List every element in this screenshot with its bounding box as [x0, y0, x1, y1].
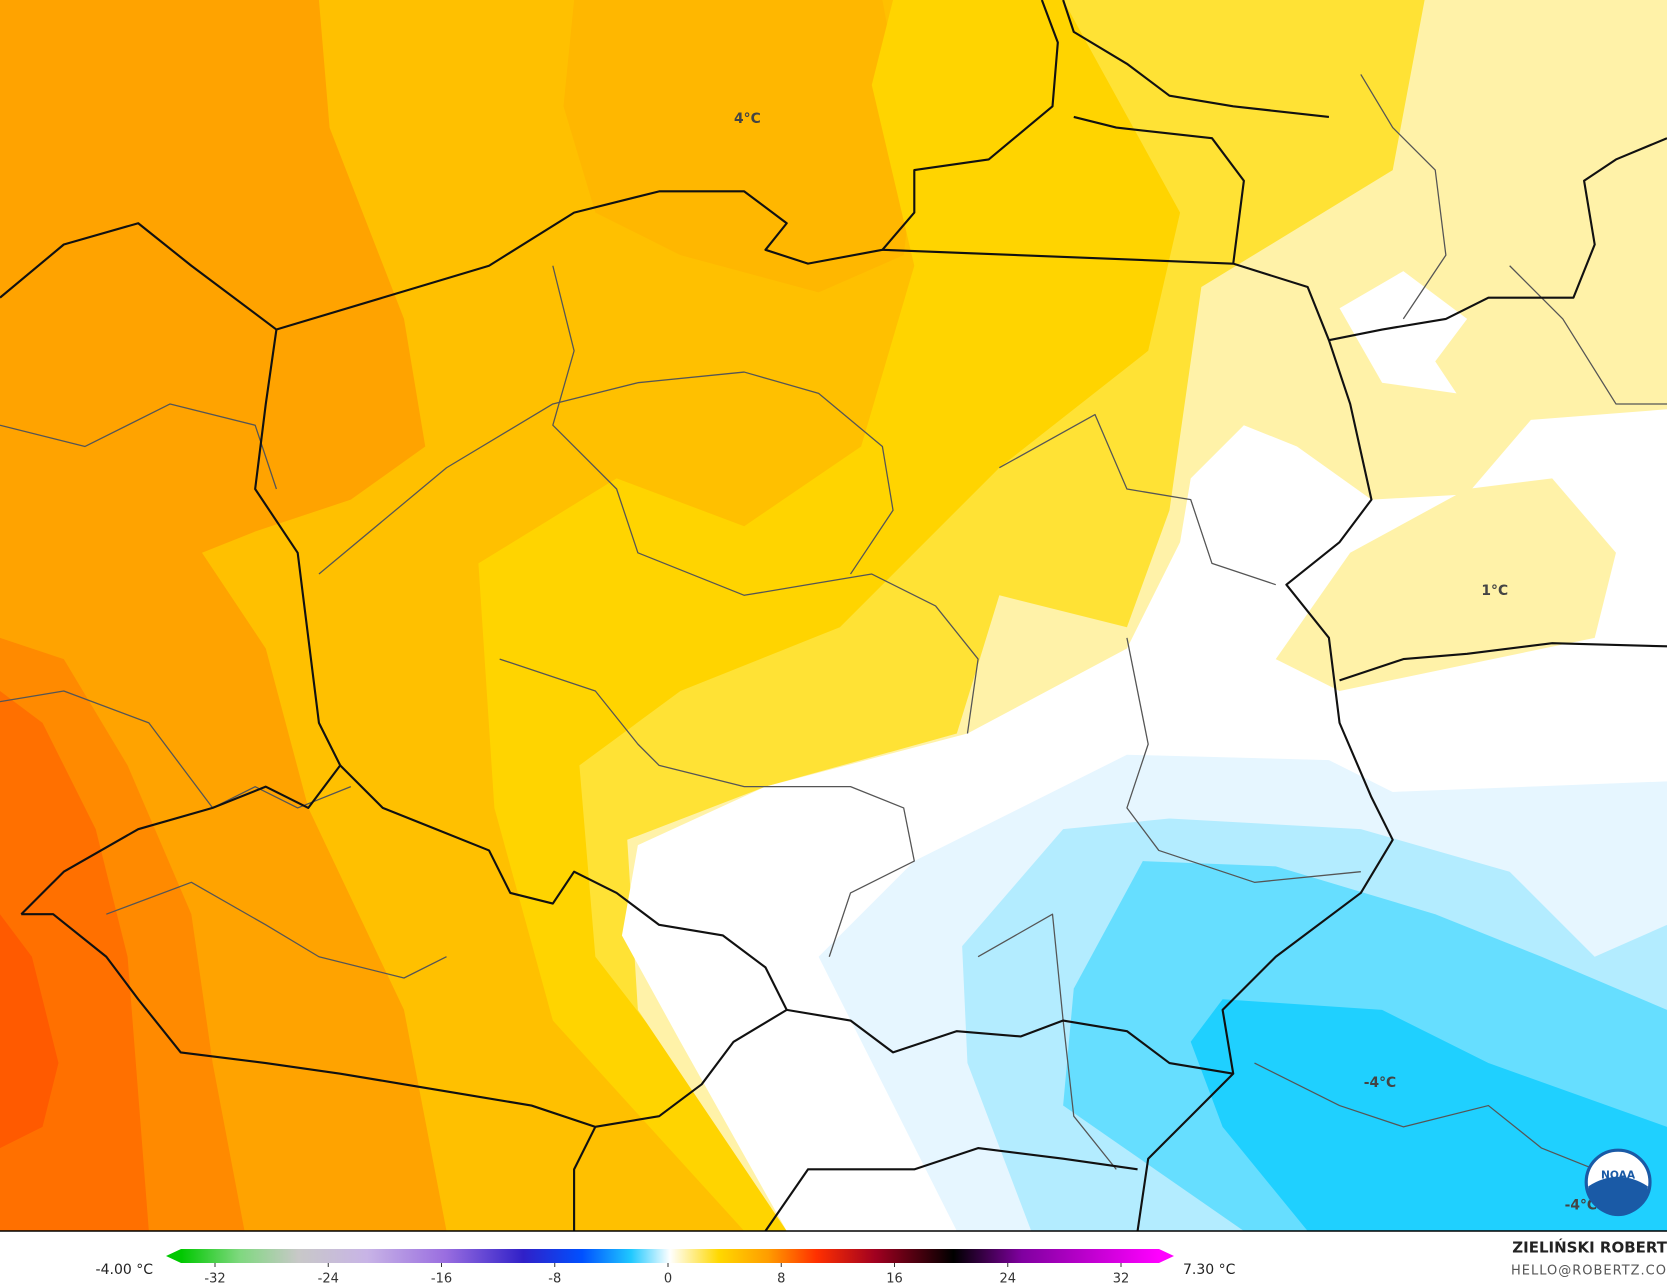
isotherm-label: -4°C	[1364, 1075, 1396, 1091]
author: ZIELIŃSKI ROBERT	[1512, 1238, 1667, 1257]
region-border	[1509, 265, 1667, 405]
colorbar-tick-label: 8	[777, 1272, 785, 1287]
region-border	[552, 265, 979, 734]
colorbar	[181, 1249, 1159, 1263]
country-border	[573, 1126, 597, 1231]
colorbar-tick-label: -32	[204, 1272, 225, 1287]
map: 4°C 1°C -4°C -4°C NOAA	[0, 0, 1667, 1231]
colorbar-tick-label: 24	[999, 1272, 1016, 1287]
isotherm-label: 1°C	[1481, 583, 1508, 599]
region-border	[499, 658, 915, 957]
logo-text: NOAA	[1601, 1169, 1636, 1182]
country-border	[786, 1008, 1234, 1075]
region-border	[0, 403, 278, 490]
colorbar-tick-label: -16	[431, 1272, 452, 1287]
country-border	[1328, 137, 1667, 342]
colorbar-tick-label: -24	[318, 1272, 339, 1287]
region-border	[1126, 637, 1361, 883]
country-border	[1062, 0, 1330, 118]
isotherm-label: 4°C	[734, 111, 761, 127]
temp-zone	[1190, 999, 1667, 1231]
colorbar-extend-high	[1159, 1249, 1174, 1263]
region-border	[999, 413, 1276, 586]
colorbar-tick-label: -8	[548, 1272, 561, 1287]
colorbar-tick-label: 32	[1113, 1272, 1130, 1287]
temp-zone	[1275, 478, 1616, 691]
colorbar-tick-label: 16	[886, 1272, 903, 1287]
colorbar-tick-label: 0	[664, 1272, 672, 1287]
region-border	[1360, 74, 1447, 320]
min-value: -4.00 °C	[96, 1262, 154, 1278]
region-border	[106, 881, 447, 979]
region-border	[1254, 1062, 1595, 1170]
temp-zone	[563, 0, 915, 293]
colorbar-ticks: -32 -24 -16 -8 0 8 16 24 32	[204, 1263, 1129, 1287]
max-value: 7.30 °C	[1183, 1262, 1236, 1278]
temp-zone	[0, 914, 59, 1149]
country-border	[21, 764, 788, 1128]
email: HELLO@ROBERTZ.CO	[1511, 1264, 1667, 1279]
coastline	[0, 0, 1059, 331]
isotherm-label: -4°C	[1565, 1197, 1597, 1213]
region-border	[318, 371, 894, 575]
country-border	[1073, 115, 1245, 264]
noaa-logo: NOAA	[1584, 1148, 1652, 1217]
country-border	[1339, 642, 1667, 682]
colorbar-extend-low	[166, 1249, 181, 1263]
country-border	[764, 1147, 1138, 1231]
temp-zone	[1339, 271, 1468, 394]
